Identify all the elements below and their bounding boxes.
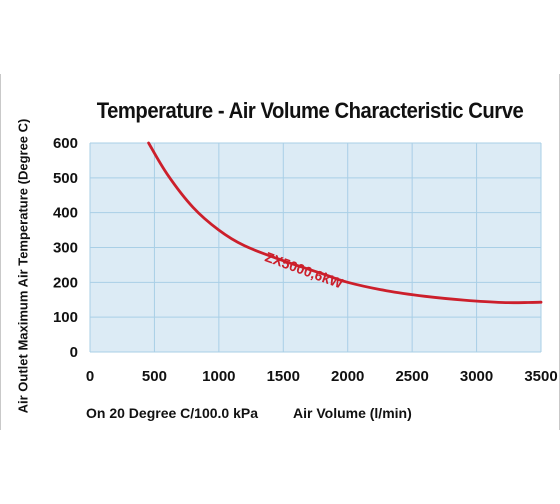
y-tick-label: 200 [53,274,78,291]
conditions-note: On 20 Degree C/100.0 kPa [86,405,258,421]
x-tick-label: 0 [86,368,94,385]
y-tick-label: 500 [53,170,78,187]
x-tick-label: 2000 [331,368,364,385]
y-tick-label: 300 [53,240,78,257]
x-tick-label: 500 [142,368,167,385]
tick-labels: 0 500 1000 1500 2000 2500 3000 3500 0 100 200 300 40… [53,135,558,385]
y-tick-label: 100 [53,309,78,326]
y-tick-label: 400 [53,205,78,222]
series-line [147,141,543,305]
x-axis-label: Air Volume (l/min) [293,405,412,421]
x-tick-label: 1000 [202,368,235,385]
x-tick-label: 3500 [524,368,557,385]
x-tick-label: 2500 [395,368,428,385]
y-tick-label: 600 [53,135,78,152]
chart-title: Temperature - Air Volume Characteristic … [96,98,524,123]
y-tick-label: 0 [70,344,78,361]
x-tick-label: 1500 [267,368,300,385]
grid [89,142,542,353]
x-tick-label: 3000 [460,368,493,385]
